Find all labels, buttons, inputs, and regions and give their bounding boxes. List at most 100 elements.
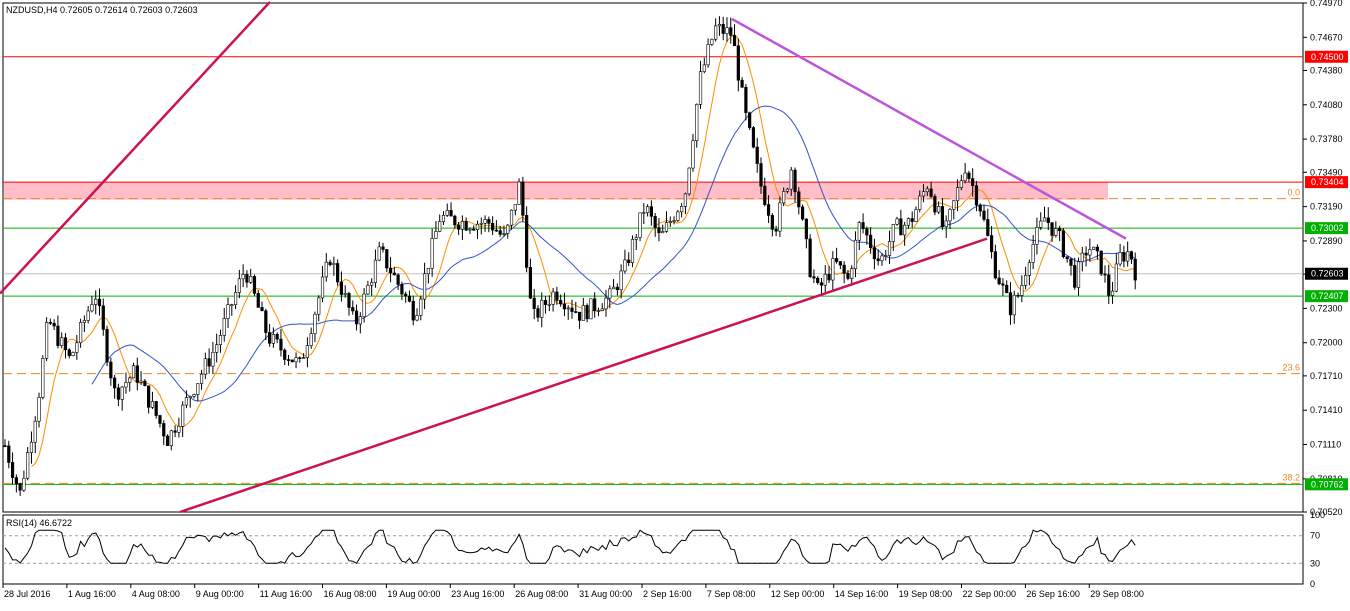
candle-body bbox=[884, 255, 888, 257]
candle-body bbox=[332, 263, 336, 266]
candle-body bbox=[373, 259, 378, 283]
rsi-tick-label: 0 bbox=[1310, 579, 1315, 589]
candle-body bbox=[294, 357, 298, 363]
candle-body bbox=[1080, 252, 1084, 263]
price-tick-label: 0.73780 bbox=[1310, 134, 1343, 144]
candle-body bbox=[683, 193, 687, 207]
candle-body bbox=[808, 238, 812, 277]
candle-body bbox=[751, 127, 756, 148]
candle-body bbox=[1008, 292, 1013, 316]
candle-body bbox=[714, 25, 718, 40]
candle-body bbox=[464, 221, 468, 231]
candle-body bbox=[154, 401, 158, 416]
candle-body bbox=[906, 218, 911, 226]
candle-body bbox=[1095, 246, 1100, 252]
candle-body bbox=[914, 209, 918, 222]
time-tick-label: 14 Sep 16:00 bbox=[835, 589, 889, 599]
candle-body bbox=[75, 342, 79, 353]
candle-body bbox=[1076, 261, 1081, 288]
candle-body bbox=[162, 423, 166, 437]
candle-body bbox=[165, 435, 170, 446]
candle-body bbox=[800, 206, 805, 220]
main-panel bbox=[2, 2, 1304, 513]
time-tick-label: 23 Aug 16:00 bbox=[451, 589, 504, 599]
price-tick-label: 0.74670 bbox=[1310, 32, 1343, 42]
candle-body bbox=[846, 272, 850, 279]
candle-body bbox=[491, 222, 495, 231]
level-label: 0.70762 bbox=[1311, 479, 1344, 489]
candle-body bbox=[1035, 227, 1039, 245]
candle-body bbox=[755, 146, 759, 164]
time-tick-label: 26 Aug 08:00 bbox=[515, 589, 568, 599]
candle-body bbox=[596, 310, 601, 312]
candle-body bbox=[351, 307, 355, 312]
time-tick-label: 4 Aug 08:00 bbox=[132, 589, 180, 599]
time-tick-label: 28 Jul 2016 bbox=[4, 589, 51, 599]
candle-body bbox=[1005, 284, 1009, 293]
candle-body bbox=[963, 172, 967, 182]
candle-body bbox=[543, 299, 548, 305]
candle-body bbox=[199, 373, 204, 384]
candle-body bbox=[698, 71, 703, 105]
candle-body bbox=[1012, 294, 1016, 316]
level-label-box bbox=[1305, 50, 1348, 63]
candle-body bbox=[1065, 256, 1069, 260]
supply-zone bbox=[4, 182, 1108, 200]
candle-body bbox=[1110, 290, 1115, 296]
candle-body bbox=[120, 386, 124, 400]
candle-body bbox=[872, 247, 876, 260]
candle-body bbox=[143, 380, 147, 387]
candle-body bbox=[778, 202, 782, 232]
candle-body bbox=[411, 300, 415, 321]
candle-body bbox=[388, 267, 393, 274]
candle-body bbox=[547, 304, 551, 306]
candle-body bbox=[528, 267, 533, 299]
candle-body bbox=[90, 304, 94, 312]
time-tick-label: 31 Aug 00:00 bbox=[579, 589, 632, 599]
candle-body bbox=[895, 218, 899, 225]
candle-body bbox=[664, 222, 669, 232]
candle-body bbox=[842, 264, 846, 274]
candle-body bbox=[611, 286, 616, 290]
candle-body bbox=[86, 310, 90, 321]
candle-body bbox=[1114, 263, 1118, 292]
candle-body bbox=[585, 305, 589, 320]
candle-body bbox=[343, 293, 347, 295]
candle-body bbox=[358, 316, 362, 325]
candle-body bbox=[876, 258, 880, 262]
candle-body bbox=[456, 224, 461, 230]
candle-body bbox=[298, 357, 302, 359]
candle-body bbox=[101, 305, 105, 330]
candle-body bbox=[623, 259, 627, 272]
candle-body bbox=[816, 277, 820, 283]
candle-body bbox=[124, 382, 128, 388]
current-price-label: 0.72603 bbox=[1311, 269, 1344, 279]
candle-body bbox=[918, 195, 922, 210]
candle-body bbox=[52, 322, 56, 327]
candle-body bbox=[324, 261, 328, 278]
candle-body bbox=[740, 79, 744, 88]
candle-body bbox=[657, 227, 661, 234]
candle-body bbox=[385, 249, 389, 269]
candle-body bbox=[203, 358, 207, 375]
candle-body bbox=[105, 329, 109, 363]
candle-body bbox=[910, 218, 914, 222]
candle-body bbox=[313, 313, 317, 335]
candle-body bbox=[608, 288, 612, 299]
candle-body bbox=[14, 477, 18, 484]
candle-body bbox=[861, 222, 865, 229]
level-label: 0.73404 bbox=[1311, 177, 1344, 187]
candle-body bbox=[857, 222, 861, 241]
candle-body bbox=[131, 365, 136, 379]
rsi-label: RSI(14) 46.6722 bbox=[6, 518, 72, 528]
candle-body bbox=[339, 281, 344, 295]
fib-label: 38.2 bbox=[1282, 472, 1300, 482]
candle-body bbox=[506, 224, 510, 234]
candle-body bbox=[513, 204, 517, 211]
candle-body bbox=[993, 251, 997, 279]
candle-body bbox=[264, 310, 268, 333]
candle-body bbox=[717, 24, 722, 27]
candle-body bbox=[279, 338, 283, 351]
candle-body bbox=[525, 215, 529, 268]
candle-body bbox=[937, 206, 941, 213]
